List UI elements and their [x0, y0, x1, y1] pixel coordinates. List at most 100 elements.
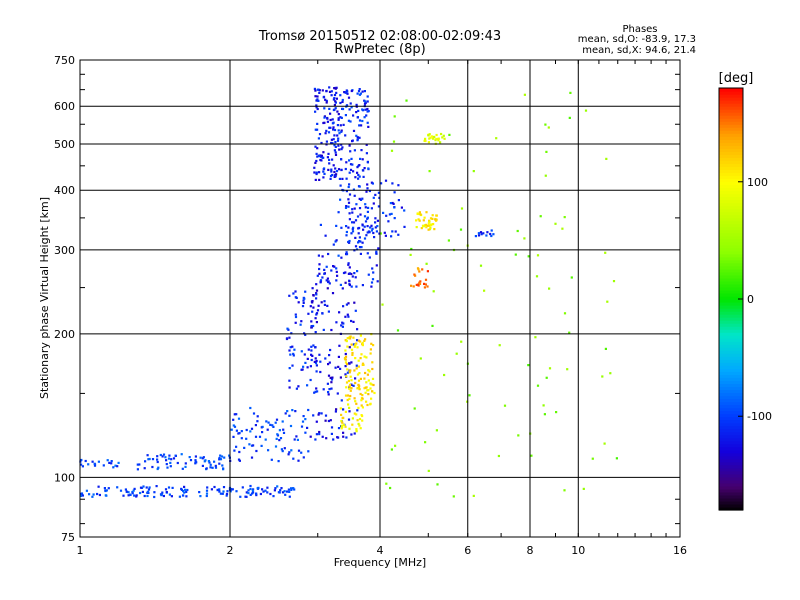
colorbar-segment [719, 103, 743, 107]
data-point [534, 336, 537, 339]
data-point [548, 287, 551, 290]
data-point [348, 283, 351, 287]
colorbar-segment [719, 500, 743, 505]
colorbar-segment [719, 365, 743, 369]
colorbar-segment [719, 353, 743, 357]
data-point [479, 264, 483, 267]
data-point [301, 420, 305, 423]
data-point [357, 386, 360, 390]
data-point [314, 438, 317, 441]
data-point [566, 368, 569, 371]
data-point [335, 267, 338, 270]
colorbar-segment [719, 169, 743, 173]
data-point [318, 178, 321, 181]
data-point [300, 451, 303, 454]
data-point [218, 490, 221, 493]
data-point [352, 226, 355, 229]
colorbar-segment [719, 317, 743, 321]
colorbar-segment [719, 350, 743, 354]
data-point [362, 169, 365, 172]
data-point [323, 116, 326, 119]
data-point [289, 346, 292, 349]
data-point [358, 417, 362, 421]
data-point [261, 425, 264, 428]
data-point [332, 126, 335, 129]
data-point [316, 390, 319, 393]
data-point [423, 282, 426, 285]
colorbar: 100 0 -100 [718, 87, 772, 511]
data-point [339, 283, 342, 286]
data-point [314, 390, 317, 393]
data-point [337, 117, 340, 120]
data-point [563, 312, 567, 315]
data-point [352, 129, 356, 132]
data-point [410, 247, 413, 251]
data-point [325, 101, 328, 104]
data-point [307, 450, 310, 453]
data-point [164, 456, 167, 459]
data-point [315, 433, 318, 436]
data-point [358, 226, 361, 230]
data-point [340, 143, 343, 146]
colorbar-segment [719, 467, 743, 472]
data-point [425, 226, 428, 229]
data-point [363, 225, 366, 228]
data-point [356, 419, 359, 422]
data-point [374, 217, 377, 220]
data-point [335, 279, 338, 282]
data-point [294, 290, 297, 293]
data-point [168, 493, 171, 496]
data-point [333, 93, 337, 97]
data-point [245, 437, 248, 440]
data-point [359, 377, 362, 380]
data-point [316, 88, 319, 91]
data-point [427, 222, 430, 225]
data-point [516, 229, 519, 233]
data-point [393, 115, 396, 118]
data-point [335, 173, 338, 176]
data-point [340, 158, 343, 161]
data-point [170, 495, 173, 498]
data-point [492, 233, 495, 236]
data-point [330, 170, 333, 173]
colorbar-segment [719, 329, 743, 333]
colorbar-segment [719, 199, 743, 204]
y-tick-label: 200 [54, 328, 75, 341]
data-point [339, 94, 342, 97]
data-point [355, 103, 358, 106]
colorbar-segment [719, 157, 743, 161]
data-point [356, 328, 359, 331]
data-point [418, 270, 421, 273]
data-point [355, 364, 358, 367]
data-point [304, 431, 307, 434]
data-point [301, 305, 305, 308]
data-point [318, 412, 321, 415]
data-point [479, 231, 483, 234]
data-point [319, 370, 322, 374]
data-point [238, 450, 241, 454]
data-point [337, 118, 340, 121]
data-point [314, 317, 317, 320]
data-point [314, 161, 317, 164]
data-point [159, 453, 162, 457]
data-point [255, 494, 258, 497]
data-point [136, 468, 139, 471]
data-point [356, 92, 359, 95]
data-point [347, 198, 350, 201]
colorbar-segment [719, 314, 743, 318]
data-point [104, 494, 107, 497]
data-point [151, 458, 155, 461]
data-point [133, 494, 136, 497]
data-point [297, 449, 301, 452]
data-point [330, 168, 333, 171]
data-point [370, 397, 373, 400]
data-point [358, 385, 361, 388]
data-point [326, 304, 329, 307]
data-point [334, 100, 337, 103]
colorbar-segment [719, 380, 743, 384]
data-point [327, 252, 330, 256]
data-point [368, 189, 371, 193]
data-point [428, 228, 432, 231]
data-point [428, 220, 431, 223]
data-point [318, 353, 321, 356]
